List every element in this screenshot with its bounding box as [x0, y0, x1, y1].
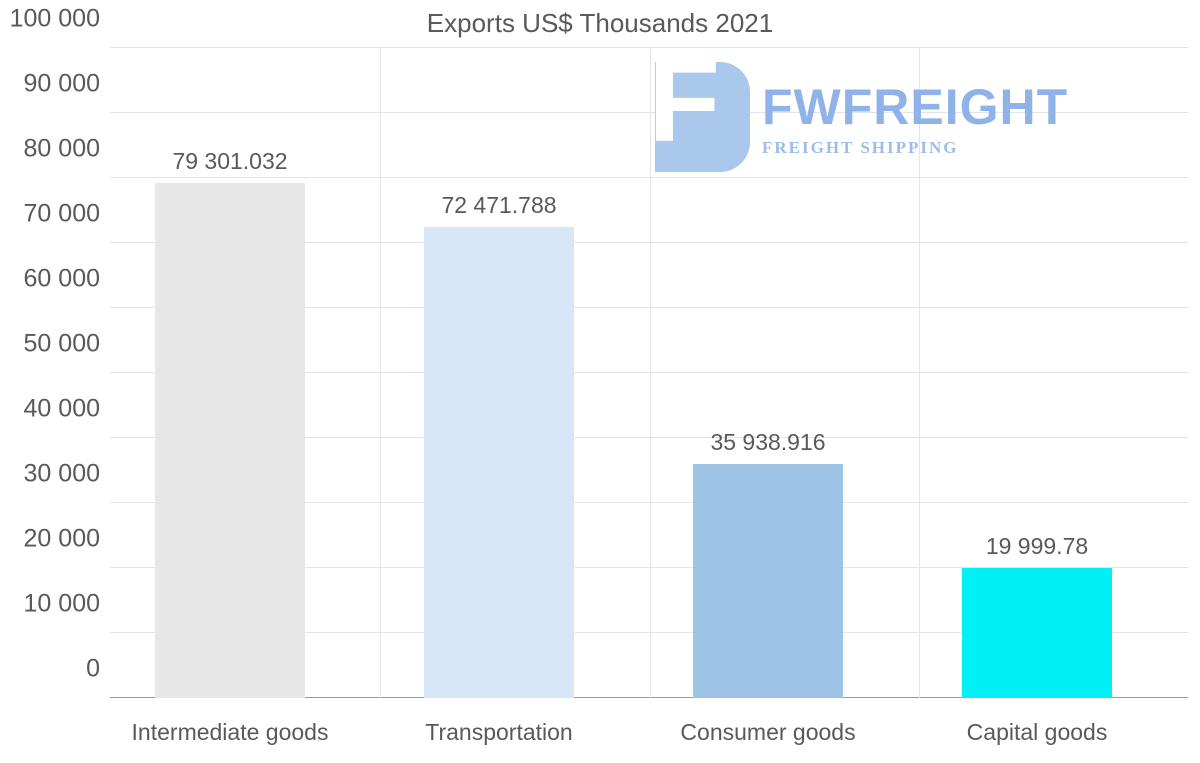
vgridline-1 — [380, 48, 381, 698]
xtick-label-transportation[interactable]: Transportation — [384, 719, 614, 746]
ytick-label-20000: 20 000 — [2, 525, 100, 554]
bar-value-capital-goods: 19 999.78 — [986, 533, 1088, 560]
ytick-label-100000: 100 000 — [2, 5, 100, 34]
gridline-100000 — [110, 47, 1188, 48]
ytick-label-50000: 50 000 — [2, 330, 100, 359]
xtick-label-capital-goods[interactable]: Capital goods — [922, 719, 1152, 746]
ytick-label-90000: 90 000 — [2, 70, 100, 99]
bar-value-intermediate-goods: 79 301.032 — [172, 148, 287, 175]
bar-group-transportation[interactable]: 72 471.788 Transportation — [384, 227, 614, 698]
bar-group-consumer-goods[interactable]: 35 938.916 Consumer goods — [653, 464, 883, 698]
bar-consumer-goods[interactable]: 35 938.916 — [693, 464, 843, 698]
gridline-80000 — [110, 177, 1188, 178]
bar-intermediate-goods[interactable]: 79 301.032 — [155, 183, 305, 699]
xtick-label-consumer-goods[interactable]: Consumer goods — [653, 719, 883, 746]
ytick-label-0: 0 — [2, 655, 100, 684]
chart-container: Exports US$ Thousands 2021 100 000 90 00… — [0, 0, 1200, 763]
ytick-label-70000: 70 000 — [2, 200, 100, 229]
vgridline-2 — [650, 48, 651, 698]
bar-value-transportation: 72 471.788 — [441, 192, 556, 219]
vgridline-3 — [919, 48, 920, 698]
bar-group-capital-goods[interactable]: 19 999.78 Capital goods — [922, 568, 1152, 698]
xtick-label-intermediate-goods[interactable]: Intermediate goods — [115, 719, 345, 746]
bar-capital-goods[interactable]: 19 999.78 — [962, 568, 1112, 698]
plot-area: 100 000 90 000 80 000 70 000 60 000 50 0… — [110, 48, 1188, 698]
ytick-label-30000: 30 000 — [2, 460, 100, 489]
bar-group-intermediate-goods[interactable]: 79 301.032 Intermediate goods — [115, 183, 345, 699]
ytick-label-80000: 80 000 — [2, 135, 100, 164]
chart-title: Exports US$ Thousands 2021 — [0, 8, 1200, 39]
bar-transportation[interactable]: 72 471.788 — [424, 227, 574, 698]
gridline-90000 — [110, 112, 1188, 113]
bar-value-consumer-goods: 35 938.916 — [710, 429, 825, 456]
ytick-label-60000: 60 000 — [2, 265, 100, 294]
ytick-label-10000: 10 000 — [2, 590, 100, 619]
ytick-label-40000: 40 000 — [2, 395, 100, 424]
